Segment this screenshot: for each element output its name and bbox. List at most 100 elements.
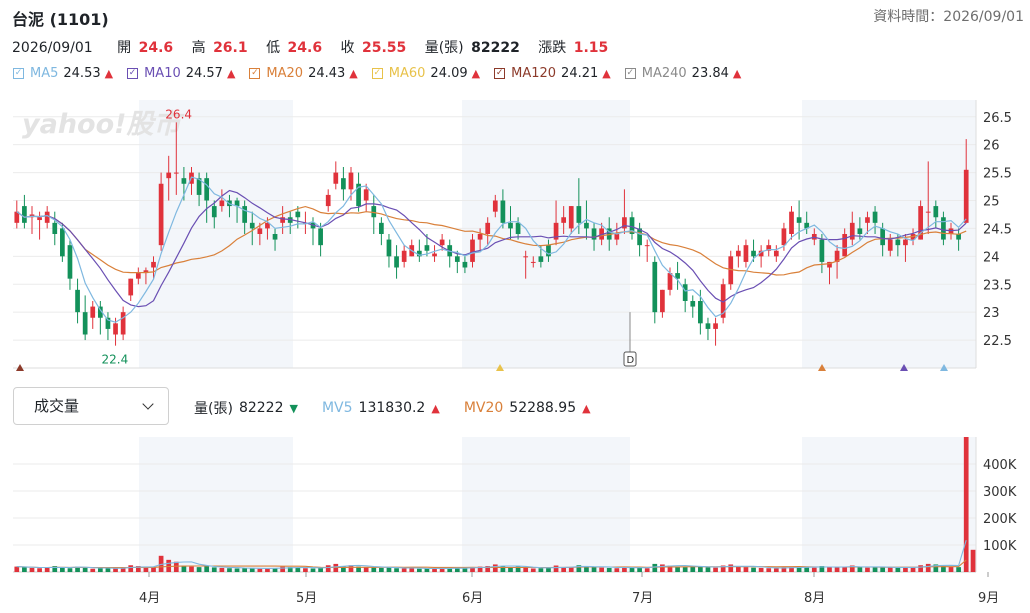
volume-bar xyxy=(781,567,787,572)
volume-bar xyxy=(348,565,354,572)
up-arrow-icon: ▲ xyxy=(732,67,742,80)
ma-legend-ma5[interactable]: ✓ MA5 24.53 ▲ xyxy=(13,66,113,81)
price-tick-label: 26.5 xyxy=(983,111,1012,126)
volume-bar xyxy=(713,567,718,572)
month-band xyxy=(462,437,630,572)
candle-body xyxy=(348,172,354,190)
candle-body xyxy=(895,239,901,246)
candle-body xyxy=(128,278,134,296)
volume-bar xyxy=(515,566,521,572)
volume-bar xyxy=(941,566,946,572)
candle-body xyxy=(720,284,726,318)
chevron-down-icon xyxy=(142,398,154,410)
volume-tick-label: 400K xyxy=(983,458,1017,473)
volume-bar xyxy=(363,567,369,572)
candle-body xyxy=(523,256,529,258)
candle-body xyxy=(568,206,574,229)
ma-value: 24.53 xyxy=(63,66,101,81)
candle-body xyxy=(394,256,399,268)
price-tick-label: 25.5 xyxy=(983,167,1012,182)
volume-bar xyxy=(416,568,422,572)
volume-bar xyxy=(614,568,620,572)
candle-body xyxy=(454,256,460,262)
indicator-select[interactable]: 成交量 xyxy=(13,387,169,425)
volume-bar xyxy=(849,565,855,572)
candle-body xyxy=(925,211,931,213)
volume-bar xyxy=(44,567,50,572)
volume-bar xyxy=(257,568,263,572)
ma-name: MA120 xyxy=(511,66,557,81)
candle-body xyxy=(508,222,513,229)
month-band xyxy=(802,437,976,572)
ma-legend-ma120[interactable]: ✓ MA120 24.21 ▲ xyxy=(494,66,611,81)
volume-bar xyxy=(705,567,711,572)
candle-body xyxy=(416,250,422,257)
checkbox-icon[interactable]: ✓ xyxy=(624,68,636,79)
volume-bar xyxy=(295,567,301,572)
high-value: 26.1 xyxy=(213,40,248,56)
volume-bar xyxy=(857,567,863,572)
ma-legend-ma240[interactable]: ✓ MA240 23.84 ▲ xyxy=(624,66,742,81)
volume-bar xyxy=(644,568,650,572)
month-label: 4月 xyxy=(139,591,160,606)
candle-body xyxy=(280,217,285,223)
volume-bar xyxy=(341,566,346,572)
ma-value: 24.43 xyxy=(308,66,346,81)
candle-body xyxy=(234,200,240,207)
candle-body xyxy=(530,261,536,263)
volume-bar xyxy=(151,567,156,572)
checkbox-icon[interactable]: ✓ xyxy=(127,68,139,79)
volume-bar xyxy=(637,567,642,572)
volume-bar xyxy=(682,567,688,572)
candle-body xyxy=(379,222,384,234)
ma-legend-ma60[interactable]: ✓ MA60 24.09 ▲ xyxy=(371,66,480,81)
checkbox-icon[interactable]: ✓ xyxy=(13,68,24,79)
candle-body xyxy=(166,172,172,179)
checkbox-icon[interactable]: ✓ xyxy=(494,68,506,79)
volume-bar xyxy=(173,561,179,572)
up-arrow-icon: ▲ xyxy=(602,67,611,80)
volume-bar xyxy=(622,566,627,572)
volume-bar xyxy=(67,568,73,572)
ma-name: MA10 xyxy=(144,66,181,81)
candle-body xyxy=(196,178,202,195)
volume-bar xyxy=(827,567,832,572)
candle-body xyxy=(698,301,703,324)
month-label: 9月 xyxy=(978,591,999,606)
volume-label: 量(張) xyxy=(424,40,464,56)
volume-bar xyxy=(568,567,574,572)
volume-bar xyxy=(530,568,536,572)
price-tick-label: 24 xyxy=(983,250,1000,265)
volume-bar xyxy=(690,566,696,572)
event-marker-icon xyxy=(940,364,948,371)
candle-body xyxy=(492,200,498,212)
checkbox-icon[interactable]: ✓ xyxy=(371,68,383,79)
low-annotation: 22.4 xyxy=(102,353,129,367)
candle-body xyxy=(189,172,194,184)
up-arrow-icon: ▲ xyxy=(582,401,591,415)
volume-bar xyxy=(52,566,58,572)
candle-body xyxy=(880,228,886,246)
candle-body xyxy=(265,222,270,229)
volume-bar xyxy=(500,566,506,572)
candle-body xyxy=(303,222,308,224)
volume-bar xyxy=(128,565,134,572)
candle-body xyxy=(44,211,50,223)
candle-body xyxy=(735,250,741,257)
candle-body xyxy=(553,222,559,240)
candle-body xyxy=(584,222,589,229)
candle-body xyxy=(204,178,210,201)
mv5-value: 131830.2 xyxy=(358,400,426,416)
candle-body xyxy=(120,312,126,335)
month-band xyxy=(139,437,293,572)
volume-tick-label: 200K xyxy=(983,512,1017,527)
ma-legend-ma10[interactable]: ✓ MA10 24.57 ▲ xyxy=(127,66,235,81)
candle-body xyxy=(606,228,612,240)
volume-bar xyxy=(265,568,270,572)
ma-legend-ma20[interactable]: ✓ MA20 24.43 ▲ xyxy=(249,66,358,81)
checkbox-icon[interactable]: ✓ xyxy=(249,68,261,79)
volume-bar xyxy=(386,567,392,572)
volume-bar xyxy=(22,567,27,572)
volume-bar xyxy=(166,559,172,572)
candle-body xyxy=(219,200,225,207)
